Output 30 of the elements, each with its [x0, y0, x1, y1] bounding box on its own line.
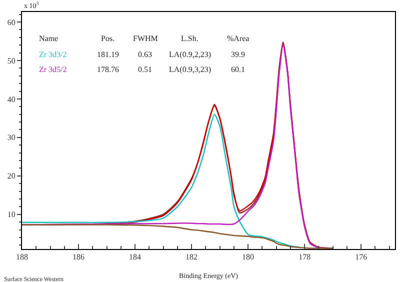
line-series [22, 114, 300, 248]
x-tick-label: 182 [186, 252, 198, 262]
annotation: %Area [227, 34, 250, 43]
annotation: LA(0.9,2,23) [169, 50, 212, 59]
y-tick-label: 50 [7, 56, 16, 66]
annotation: FWHM [133, 34, 158, 43]
annotation: 39.9 [231, 50, 245, 59]
y-tick-label: 20 [7, 172, 16, 181]
x-tick-label: 176 [355, 252, 368, 262]
annotation: LA(0.9,3,23) [169, 65, 212, 74]
text: Zr 3d3/2 [39, 50, 67, 59]
annotation: 0.51 [138, 65, 152, 74]
annotation: 181.19 [97, 50, 119, 59]
y-tick-label: 40 [7, 94, 16, 104]
x-tick-label: 178 [298, 252, 311, 262]
x-tick-label: 180 [242, 252, 254, 262]
legend-title: Name [39, 34, 59, 43]
line-series [22, 224, 334, 249]
y-tick-label: 10 [7, 210, 16, 220]
annotation: L.Sh. [181, 34, 198, 43]
annotation: 60.1 [231, 65, 245, 74]
y-tick-label: 30 [7, 133, 16, 142]
annotation: 178.76 [97, 65, 119, 74]
text: Zr 3d5/2 [39, 65, 67, 74]
x-tick-label: 188 [16, 252, 28, 262]
y-tick-label: 60 [7, 18, 16, 27]
annotation: 0.63 [138, 50, 152, 59]
annotation: Pos. [101, 34, 115, 43]
x-tick-label: 186 [72, 252, 85, 262]
x-tick-label: 184 [129, 252, 142, 262]
